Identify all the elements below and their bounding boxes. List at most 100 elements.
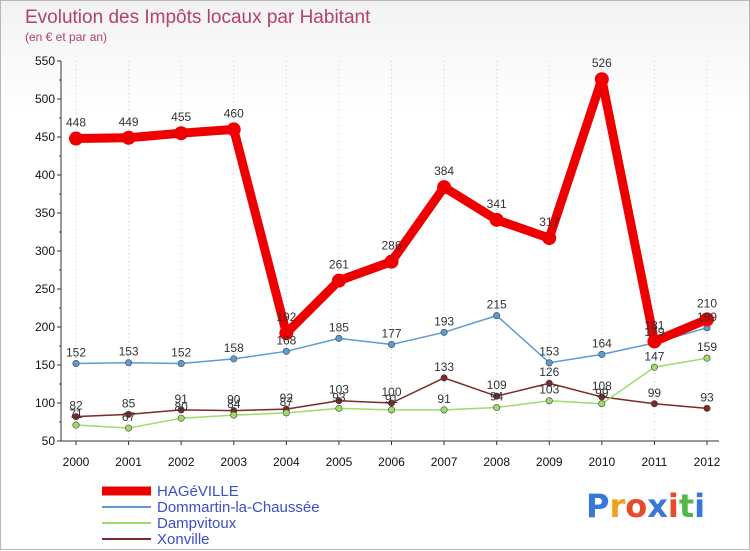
data-point bbox=[542, 231, 557, 246]
data-label: 177 bbox=[381, 326, 401, 340]
legend-label: HAGéVILLE bbox=[157, 483, 239, 500]
data-label: 93 bbox=[332, 390, 346, 404]
x-tick-label: 2001 bbox=[115, 455, 142, 469]
y-tick-label: 400 bbox=[35, 168, 55, 182]
data-label: 93 bbox=[700, 390, 714, 404]
data-point bbox=[279, 326, 294, 341]
data-label: 85 bbox=[122, 396, 136, 410]
data-point bbox=[598, 350, 606, 358]
data-label: 103 bbox=[539, 383, 559, 397]
x-tick-label: 2009 bbox=[536, 455, 563, 469]
data-label: 99 bbox=[595, 386, 609, 400]
data-point bbox=[230, 411, 238, 419]
data-label: 94 bbox=[490, 390, 504, 404]
data-point bbox=[545, 397, 553, 405]
data-point bbox=[598, 400, 606, 408]
chart-title: Evolution des Impôts locaux par Habitant bbox=[25, 7, 371, 28]
data-point bbox=[387, 340, 395, 348]
data-point bbox=[440, 374, 448, 382]
data-label: 108 bbox=[592, 379, 612, 393]
data-point bbox=[387, 406, 395, 414]
y-tick-label: 550 bbox=[35, 54, 55, 68]
data-label: 181 bbox=[644, 318, 664, 332]
data-point bbox=[177, 359, 185, 367]
data-point bbox=[650, 363, 658, 371]
data-point bbox=[387, 399, 395, 407]
legend-label: Dampvitoux bbox=[157, 515, 237, 532]
data-label: 153 bbox=[539, 345, 559, 359]
data-label: 71 bbox=[69, 407, 83, 421]
data-point bbox=[440, 406, 448, 414]
proxiti-logo: Proxiti bbox=[586, 487, 705, 525]
chart-subtitle: (en € et par an) bbox=[25, 30, 107, 44]
y-tick-label: 350 bbox=[35, 206, 55, 220]
data-label: 158 bbox=[224, 341, 244, 355]
data-point bbox=[703, 354, 711, 362]
data-point bbox=[72, 359, 80, 367]
data-label: 449 bbox=[119, 115, 139, 129]
data-label: 261 bbox=[329, 258, 349, 272]
data-label: 159 bbox=[697, 340, 717, 354]
data-point bbox=[493, 392, 501, 400]
data-point bbox=[282, 347, 290, 355]
data-point bbox=[598, 393, 606, 401]
x-tick-label: 2008 bbox=[483, 455, 510, 469]
y-tick-label: 150 bbox=[35, 358, 55, 372]
data-point bbox=[545, 359, 553, 367]
data-label: 192 bbox=[276, 310, 296, 324]
legend-label: Xonville bbox=[157, 531, 210, 548]
data-label: 67 bbox=[122, 410, 136, 424]
data-point bbox=[650, 400, 658, 408]
data-point bbox=[331, 273, 346, 288]
data-label: 90 bbox=[227, 393, 241, 407]
y-tick-label: 200 bbox=[35, 320, 55, 334]
x-tick-label: 2005 bbox=[326, 455, 353, 469]
data-label: 341 bbox=[487, 197, 507, 211]
data-label: 286 bbox=[381, 239, 401, 253]
data-label: 193 bbox=[434, 314, 454, 328]
data-label: 133 bbox=[434, 360, 454, 374]
x-tick-label: 2007 bbox=[431, 455, 458, 469]
data-point bbox=[174, 126, 189, 141]
y-tick-label: 250 bbox=[35, 282, 55, 296]
data-label: 210 bbox=[697, 296, 717, 310]
x-tick-label: 2011 bbox=[642, 455, 668, 469]
data-point bbox=[335, 334, 343, 342]
data-label: 153 bbox=[119, 345, 139, 359]
data-label: 152 bbox=[66, 345, 86, 359]
data-point bbox=[703, 404, 711, 412]
x-tick-label: 2012 bbox=[694, 455, 721, 469]
data-label: 199 bbox=[697, 310, 717, 324]
data-point bbox=[177, 414, 185, 422]
data-label: 109 bbox=[487, 378, 507, 392]
data-label: 92 bbox=[280, 391, 294, 405]
data-label: 448 bbox=[66, 116, 86, 130]
data-point bbox=[335, 397, 343, 405]
data-label: 455 bbox=[171, 110, 191, 124]
data-point bbox=[493, 404, 501, 412]
data-label: 82 bbox=[69, 399, 83, 413]
data-point bbox=[489, 212, 504, 227]
data-label: 168 bbox=[276, 333, 296, 347]
data-point bbox=[545, 379, 553, 387]
x-tick-label: 2002 bbox=[168, 455, 195, 469]
data-label: 100 bbox=[381, 385, 401, 399]
data-label: 103 bbox=[329, 383, 349, 397]
data-point bbox=[125, 359, 133, 367]
data-point bbox=[69, 131, 83, 146]
data-label: 179 bbox=[644, 325, 664, 339]
legend-label: Dommartin-la-Chaussée bbox=[157, 499, 320, 516]
data-point bbox=[125, 410, 133, 418]
x-tick-label: 2006 bbox=[378, 455, 405, 469]
data-label: 526 bbox=[592, 56, 612, 70]
data-label: 164 bbox=[592, 336, 612, 350]
data-point bbox=[230, 355, 238, 363]
data-label: 152 bbox=[171, 345, 191, 359]
data-point bbox=[72, 413, 80, 421]
data-label: 91 bbox=[385, 392, 399, 406]
data-point bbox=[700, 312, 714, 327]
y-tick-label: 500 bbox=[35, 92, 55, 106]
y-tick-label: 300 bbox=[35, 244, 55, 258]
